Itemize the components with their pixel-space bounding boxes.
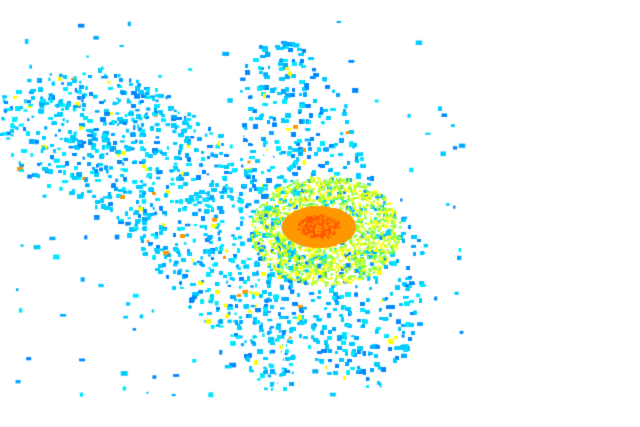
radar-canvas bbox=[0, 0, 640, 427]
radar-echo-image bbox=[0, 0, 640, 427]
